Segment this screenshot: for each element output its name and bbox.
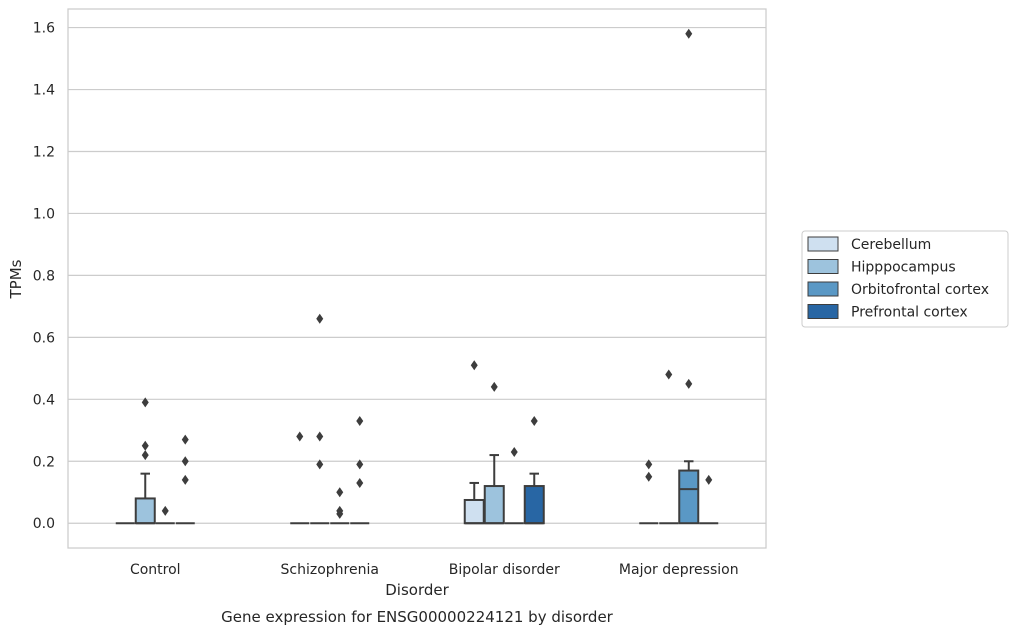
x-tick-label: Bipolar disorder: [449, 562, 560, 578]
outlier-point: [181, 434, 189, 445]
box-hipppocampus-major-depression: [659, 369, 679, 525]
box-prefrontal-cortex-major-depression: [699, 474, 719, 525]
y-tick-label: 1.0: [33, 206, 55, 222]
y-axis-label: TPMs: [7, 259, 25, 299]
outlier-point: [141, 397, 149, 408]
box-iqr: [463, 498, 485, 525]
boxes: [115, 28, 719, 525]
outlier-point: [336, 505, 344, 516]
box-iqr: [523, 485, 545, 525]
outlier-point: [356, 477, 364, 488]
y-tick-label: 1.4: [33, 83, 55, 99]
chart-caption: Gene expression for ENSG00000224121 by d…: [221, 608, 614, 626]
legend-label-prefrontal-cortex: Prefrontal cortex: [851, 305, 968, 321]
box-cerebellum-major-depression: [639, 459, 659, 525]
box-iqr: [483, 485, 505, 525]
box-hipppocampus-control: [134, 397, 156, 525]
y-tick-label: 0.6: [33, 330, 55, 346]
box-orbitofrontal-cortex-bipolar-disorder: [504, 446, 524, 525]
y-tick-label: 0.8: [33, 268, 55, 284]
outlier-point: [490, 381, 498, 392]
outlier-point: [685, 378, 693, 389]
outlier-point: [645, 459, 653, 470]
box-prefrontal-cortex-bipolar-disorder: [523, 415, 545, 525]
legend-swatch-prefrontal-cortex: [807, 304, 839, 319]
legend-label-orbitofrontal-cortex: Orbitofrontal cortex: [851, 282, 989, 298]
legend-label-cerebellum: Cerebellum: [851, 237, 931, 253]
y-tick-label: 0.2: [33, 454, 55, 470]
outlier-point: [530, 415, 538, 426]
outlier-point: [705, 474, 713, 485]
outlier-point: [336, 487, 344, 498]
box-cerebellum-schizophrenia: [290, 431, 310, 525]
x-tick-label: Major depression: [619, 562, 739, 578]
outlier-point: [141, 440, 149, 451]
box-orbitofrontal-cortex-control: [155, 505, 175, 525]
x-axis-ticks: Control Schizophrenia Bipolar disorder Majo…: [130, 562, 739, 578]
plot-frame: [67, 8, 767, 549]
outlier-point: [316, 313, 324, 324]
y-tick-label: 1.2: [33, 144, 55, 160]
x-axis-label: Disorder: [385, 581, 449, 599]
outlier-point: [665, 369, 673, 380]
box-cerebellum-bipolar-disorder: [463, 360, 485, 525]
legend-swatch-hipppocampus: [807, 259, 839, 274]
box-orbitofrontal-cortex-major-depression: [678, 28, 700, 525]
outlier-point: [141, 450, 149, 461]
y-tick-label: 0.0: [33, 516, 55, 532]
x-tick-label: Control: [130, 562, 181, 578]
outlier-point: [510, 446, 518, 457]
outlier-point: [645, 471, 653, 482]
outlier-point: [316, 459, 324, 470]
outlier-point: [181, 456, 189, 467]
box-prefrontal-cortex-schizophrenia: [350, 415, 370, 525]
legend-swatch-orbitofrontal-cortex: [807, 281, 839, 297]
box-prefrontal-cortex-control: [175, 434, 195, 525]
outlier-point: [470, 360, 478, 371]
legend-swatch-cerebellum: [807, 236, 839, 252]
outlier-point: [161, 505, 169, 516]
x-tick-label: Schizophrenia: [281, 562, 379, 578]
y-tick-label: 0.4: [33, 392, 55, 408]
box-hipppocampus-bipolar-disorder: [483, 381, 505, 525]
outlier-point: [316, 431, 324, 442]
outlier-point: [296, 431, 304, 442]
outlier-point: [356, 459, 364, 470]
legend-label-hipppocampus: Hipppocampus: [851, 260, 956, 276]
outlier-point: [685, 28, 693, 39]
box-orbitofrontal-cortex-schizophrenia: [330, 487, 350, 525]
outlier-point: [356, 415, 364, 426]
box-iqr: [678, 469, 700, 525]
legend-frame: [801, 230, 1009, 328]
outlier-point: [181, 474, 189, 485]
legend: Cerebellum Hipppocampus Orbitofrontal cort…: [801, 230, 1009, 328]
y-tick-label: 1.6: [33, 21, 55, 37]
box-hipppocampus-schizophrenia: [310, 313, 330, 525]
y-axis-ticks: 0.0 0.2 0.4 0.6 0.8 1.0 1.2 1.4 1.6: [33, 21, 55, 533]
box-iqr: [134, 497, 156, 525]
